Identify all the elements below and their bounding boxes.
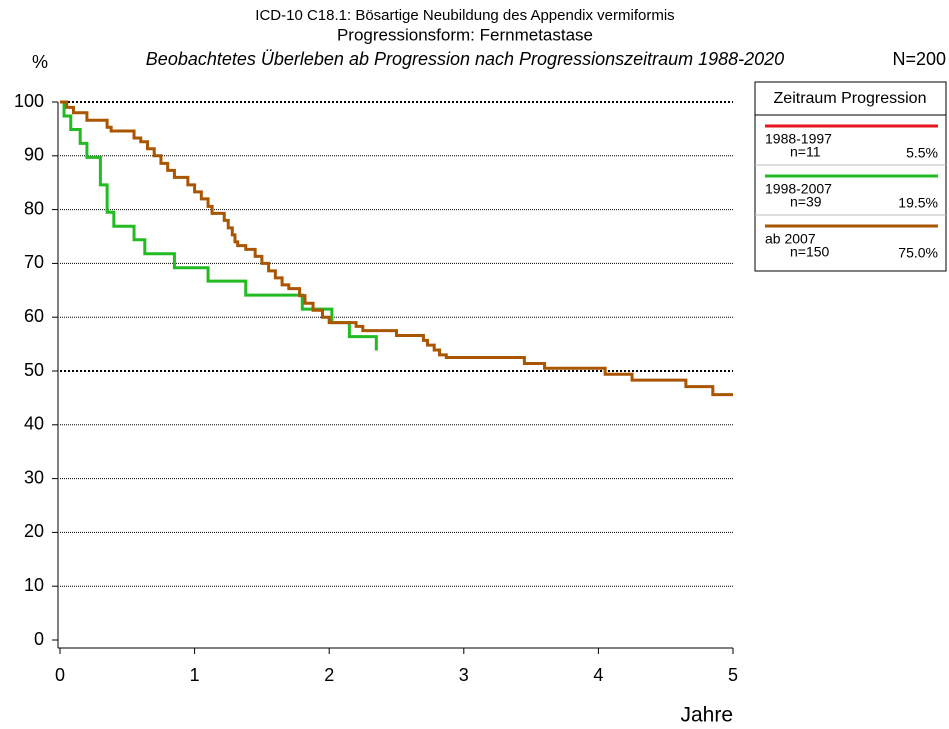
y-tick-label: 60 xyxy=(24,306,44,326)
legend-share: 75.0% xyxy=(898,245,938,261)
legend-box xyxy=(754,81,947,272)
y-tick-label: 90 xyxy=(24,145,44,165)
total-label: N=200 xyxy=(892,49,946,69)
legend-count: n=150 xyxy=(790,244,830,260)
y-tick-label: 70 xyxy=(24,252,44,272)
y-tick-label: 50 xyxy=(24,360,44,380)
legend-count: n=39 xyxy=(790,194,822,210)
chart-subtitle: Progressionsform: Fernmetastase xyxy=(337,25,593,44)
x-tick-label: 2 xyxy=(324,665,334,685)
survival-line xyxy=(60,100,378,351)
x-tick-label: 4 xyxy=(593,665,603,685)
y-tick-label: 80 xyxy=(24,198,44,218)
legend-title: Zeitraum Progression xyxy=(774,90,927,107)
y-tick-label: 30 xyxy=(24,467,44,487)
chart-description: Beobachtetes Überleben ab Progression na… xyxy=(146,49,784,69)
y-axis-label: % xyxy=(32,52,48,72)
x-tick-label: 1 xyxy=(190,665,200,685)
x-tick-label: 3 xyxy=(459,665,469,685)
y-tick-label: 10 xyxy=(24,575,44,595)
legend-label: 1988-1997 xyxy=(765,131,832,147)
y-tick-label: 20 xyxy=(24,521,44,541)
x-tick-label: 5 xyxy=(728,665,738,685)
legend-share: 19.5% xyxy=(898,195,938,211)
x-axis-label: Jahre xyxy=(680,704,733,727)
y-tick-label: 0 xyxy=(34,629,44,649)
y-tick-label: 40 xyxy=(24,414,44,434)
chart-title: ICD-10 C18.1: Bösartige Neubildung des A… xyxy=(255,7,674,24)
legend-label: ab 2007 xyxy=(765,231,816,247)
survival-line xyxy=(60,100,733,397)
legend-label: 1998-2007 xyxy=(765,181,832,197)
y-tick-label: 100 xyxy=(14,91,44,111)
x-tick-label: 0 xyxy=(55,665,65,685)
legend-share: 5.5% xyxy=(906,145,938,161)
legend-count: n=11 xyxy=(790,144,821,160)
